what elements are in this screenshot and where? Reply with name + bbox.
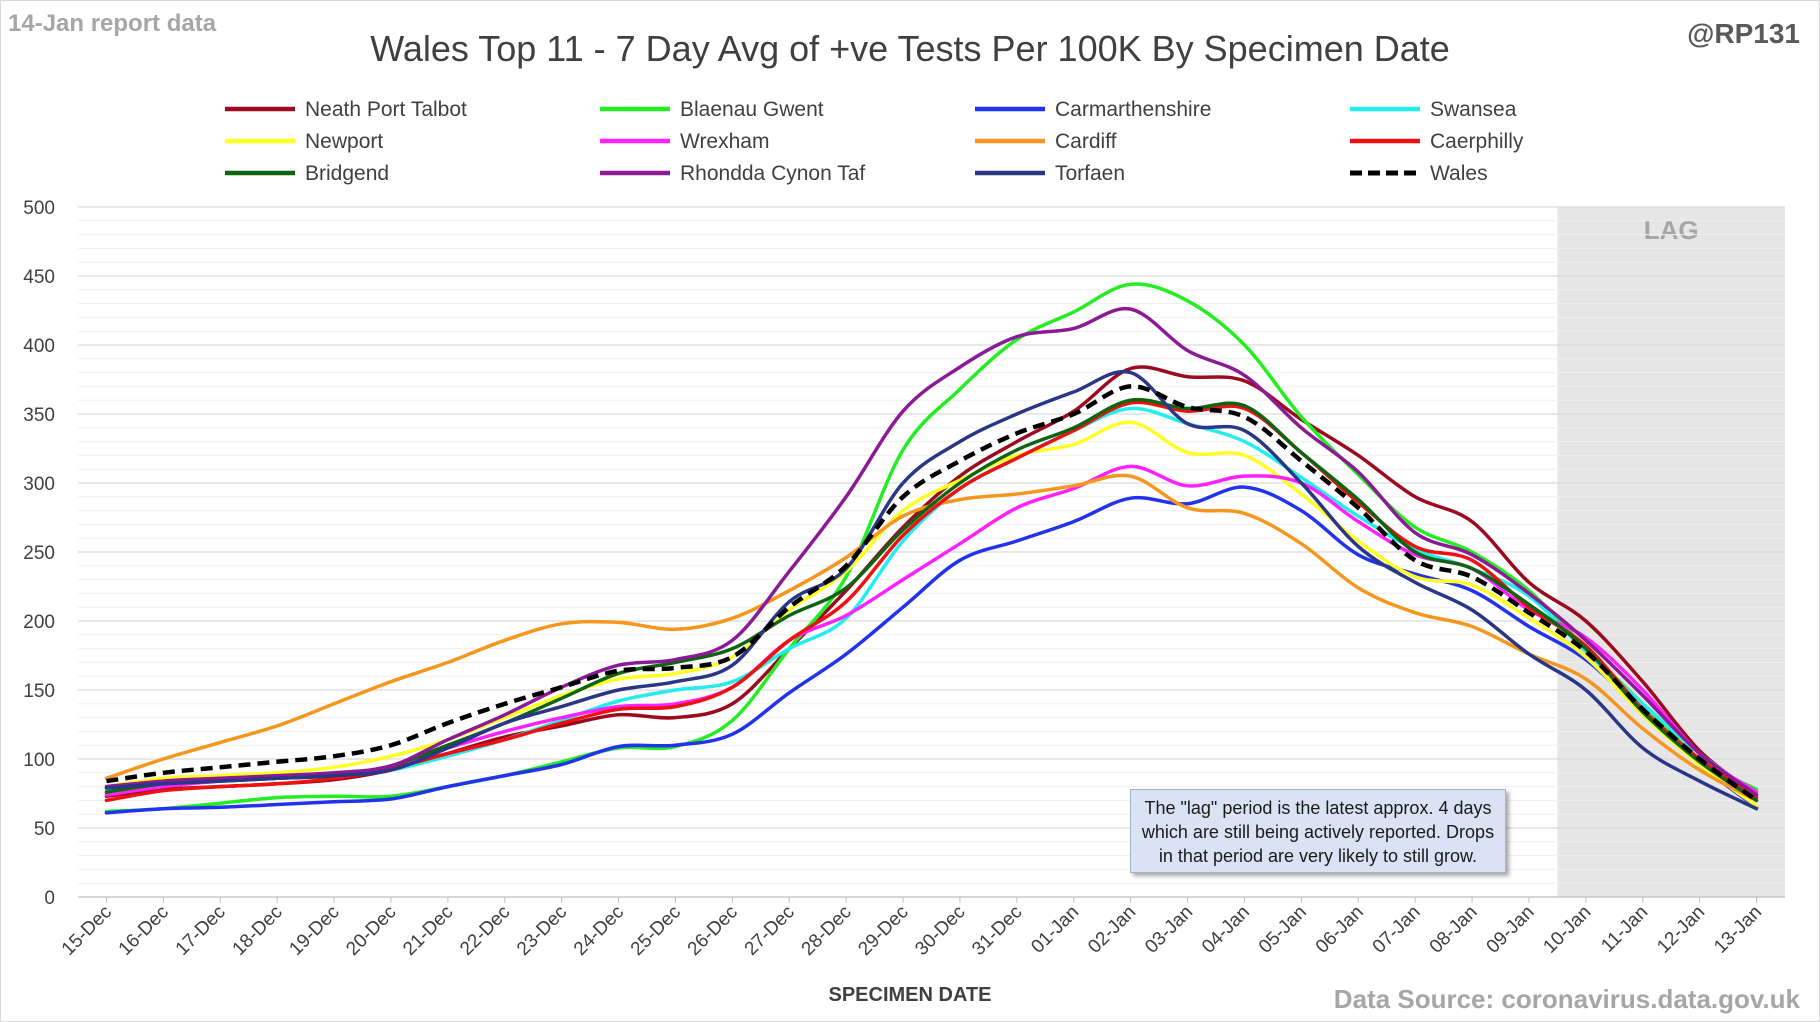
- x-tick-label: 27-Dec: [741, 902, 799, 960]
- y-tick-label: 0: [44, 888, 55, 909]
- legend-label-torfaen: Torfaen: [1055, 162, 1125, 185]
- x-tick-label: 24-Dec: [570, 902, 628, 960]
- author-handle: @RP131: [1687, 18, 1800, 49]
- series-line-cardiff: [104, 473, 1759, 803]
- legend-label-cardiff: Cardiff: [1055, 130, 1117, 153]
- x-tick-label: 31-Dec: [968, 902, 1026, 960]
- x-tick-label: 19-Dec: [285, 902, 343, 960]
- x-tick-label: 10-Jan: [1539, 902, 1595, 958]
- x-tick-label: 12-Jan: [1653, 902, 1709, 958]
- lag-label: LAG: [1644, 215, 1699, 245]
- x-axis-title: SPECIMEN DATE: [828, 984, 992, 1006]
- y-tick-label: 350: [23, 405, 55, 426]
- legend-label-newport: Newport: [305, 130, 383, 153]
- x-tick-label: 06-Jan: [1312, 902, 1368, 958]
- legend-label-caerphilly: Caerphilly: [1430, 130, 1524, 153]
- x-tick-label: 28-Dec: [798, 902, 856, 960]
- x-tick-label: 08-Jan: [1426, 902, 1482, 958]
- series-line-blaenau-gwent: [104, 282, 1759, 814]
- chart-title: Wales Top 11 - 7 Day Avg of +ve Tests Pe…: [370, 28, 1450, 69]
- x-tick-label: 30-Dec: [911, 902, 969, 960]
- y-tick-label: 50: [34, 819, 55, 840]
- y-tick-label: 450: [23, 267, 55, 288]
- y-tick-label: 250: [23, 543, 55, 564]
- x-tick-label: 25-Dec: [627, 902, 685, 960]
- y-tick-label: 300: [23, 474, 55, 495]
- y-tick-label: 200: [23, 612, 55, 633]
- x-tick-label: 11-Jan: [1597, 902, 1652, 957]
- legend-label-blaenau-gwent: Blaenau Gwent: [680, 98, 824, 121]
- series-line-wales: [106, 384, 1758, 803]
- x-tick-label: 04-Jan: [1198, 902, 1254, 958]
- x-tick-label: 20-Dec: [342, 902, 400, 960]
- series-line-torfaen: [104, 369, 1759, 811]
- x-tick-label: 22-Dec: [456, 902, 514, 960]
- x-tick-label: 16-Dec: [115, 902, 173, 960]
- series-line-carmarthenshire: [104, 485, 1759, 815]
- legend-label-wrexham: Wrexham: [680, 130, 769, 153]
- x-tick-label: 21-Dec: [399, 902, 457, 960]
- x-tick-label: 03-Jan: [1141, 902, 1197, 958]
- x-tick-label: 09-Jan: [1483, 902, 1539, 958]
- legend-label-rhondda-cynon-taf: Rhondda Cynon Taf: [680, 162, 865, 185]
- data-source-label: Data Source: coronavirus.data.gov.uk: [1333, 984, 1800, 1014]
- x-tick-label: 13-Jan: [1710, 902, 1766, 958]
- y-tick-label: 150: [23, 681, 55, 702]
- x-tick-label: 23-Dec: [513, 902, 571, 960]
- x-tick-label: 01-Jan: [1027, 902, 1083, 958]
- x-tick-label: 29-Dec: [854, 902, 912, 960]
- x-tick-label: 26-Dec: [684, 902, 742, 960]
- series-line-newport: [104, 420, 1759, 808]
- legend-label-neath-port-talbot: Neath Port Talbot: [305, 98, 467, 121]
- x-tick-label: 02-Jan: [1084, 902, 1140, 958]
- y-tick-label: 500: [23, 198, 55, 219]
- legend-label-bridgend: Bridgend: [305, 162, 389, 185]
- legend-label-wales: Wales: [1430, 162, 1488, 185]
- legend-label-swansea: Swansea: [1430, 98, 1517, 121]
- report-date-label: 14-Jan report data: [8, 10, 217, 37]
- lag-note: The "lag" period is the latest approx. 4…: [1130, 789, 1506, 873]
- x-tick-label: 07-Jan: [1369, 902, 1425, 958]
- y-tick-label: 100: [23, 750, 55, 771]
- x-tick-label: 17-Dec: [172, 902, 230, 960]
- x-tick-label: 15-Dec: [58, 902, 116, 960]
- x-tick-label: 05-Jan: [1255, 902, 1311, 958]
- y-tick-label: 400: [23, 336, 55, 357]
- series-line-rhondda-cynon-taf: [104, 306, 1759, 797]
- x-tick-label: 18-Dec: [229, 902, 287, 960]
- legend-label-carmarthenshire: Carmarthenshire: [1055, 98, 1211, 121]
